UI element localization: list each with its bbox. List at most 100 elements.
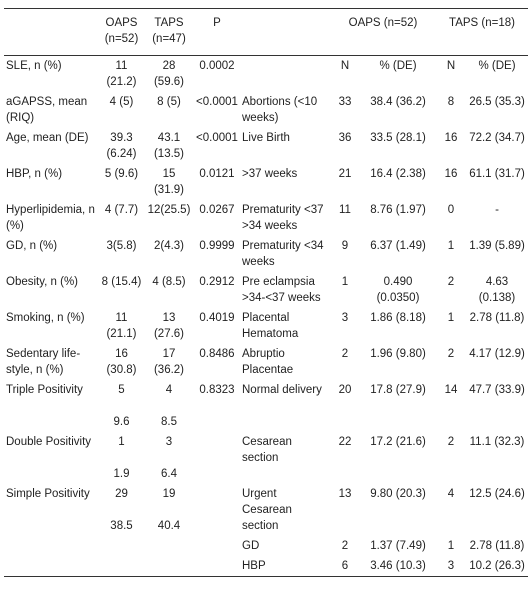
table-cell: 0.0267: [199, 204, 235, 216]
table-cell: 12(25.5): [147, 204, 191, 216]
table-cell: 0.8486: [199, 348, 235, 360]
table-cell: 2.78 (11.8): [469, 312, 525, 324]
table-cell: [194, 432, 240, 484]
table-cell: 0.9999: [199, 240, 235, 252]
cell-line: 1.9: [113, 468, 130, 480]
table-cell: Prematurity <34 weeks: [242, 240, 324, 268]
table-cell: 1.96 (9.80): [370, 348, 426, 360]
cell-line: 9.6: [113, 416, 130, 428]
table-cell: 61.1 (31.7): [469, 168, 525, 180]
table-cell: Live Birth: [242, 132, 290, 144]
table-row: Age, mean (DE) 39.3 (6.24) 43.1 (13.5) <0.0…: [4, 128, 528, 164]
table-cell: 0.4019: [199, 312, 235, 324]
cell-line: 29: [115, 488, 128, 500]
table-cell: 2: [447, 276, 455, 288]
table-cell: HBP: [242, 560, 266, 572]
table-cell: 29 38.5: [99, 484, 144, 536]
table-row: GD, n (%) 3(5.8) 2(4.3) 0.9999 Prematurity <…: [4, 236, 528, 272]
table-cell: 8.76 (1.97): [370, 204, 426, 216]
table-cell: Placental Hematoma: [242, 312, 299, 340]
table-cell: 6: [341, 560, 349, 572]
table-cell: [194, 484, 240, 536]
table-cell: 39.3 (6.24): [106, 132, 137, 160]
table-cell: [144, 536, 194, 556]
table-cell: Abortions (<10 weeks): [242, 96, 318, 124]
table-cell: 0: [447, 204, 455, 216]
table-cell: 4.63 (0.138): [478, 276, 516, 304]
table-cell: [99, 556, 144, 577]
table-cell: 15 (31.9): [153, 168, 185, 196]
table-cell: 9.80 (20.3): [370, 488, 426, 500]
table-row: Smoking, n (%) 11 (21.1) 13 (27.6) 0.4019 Pl…: [4, 308, 528, 344]
header-cell: P: [194, 8, 240, 56]
table-cell: 4 (5): [109, 96, 134, 108]
table-cell: 33.5 (28.1): [370, 132, 426, 144]
table-cell: 4 (7.7): [104, 204, 139, 216]
table-cell: 16 (30.8): [106, 348, 137, 376]
table-cell: 43.1 (13.5): [153, 132, 185, 160]
table-cell: [99, 536, 144, 556]
table-cell: aGAPSS, mean (RIQ): [6, 96, 88, 124]
table-cell: 17.2 (21.6): [370, 436, 426, 448]
table-cell: 19 40.4: [144, 484, 194, 536]
table-cell: % (DE): [478, 60, 516, 72]
table-cell: 1 1.9: [99, 432, 144, 484]
table-cell: 3.46 (10.3): [370, 560, 426, 572]
table-cell: 0.0002: [199, 60, 235, 72]
table-cell: 33: [338, 96, 352, 108]
cell-line: 8.5: [161, 416, 177, 428]
table-row: HBP, n (%) 5 (9.6) 15 (31.9) 0.0121 >37 week…: [4, 164, 528, 200]
table-cell: <0.0001: [196, 96, 238, 108]
table-cell: 47.7 (33.9): [469, 384, 525, 396]
table-cell: Obesity, n (%): [6, 276, 78, 288]
table-cell: GD: [242, 540, 260, 552]
table-row: Obesity, n (%) 8 (15.4) 4 (8.5) 0.2912 Pre e…: [4, 272, 528, 308]
table-cell: Abruptio Placentae: [242, 348, 294, 376]
table-cell: 21: [338, 168, 352, 180]
table-cell: Pre eclampsia >34-<37 weeks: [242, 276, 321, 304]
table-cell: 1: [447, 540, 455, 552]
table-cell: Simple Positivity: [6, 488, 90, 500]
table-cell: 26.5 (35.3): [469, 96, 525, 108]
cell-line: 38.5: [110, 520, 133, 532]
table-row: HBP 6 3.46 (10.3) 3 10.2 (26.3): [4, 556, 528, 577]
table-cell: 3: [447, 560, 455, 572]
header-cell: OAPS (n=52): [99, 8, 144, 56]
table-row: aGAPSS, mean (RIQ) 4 (5) 8 (5) <0.0001 Abort…: [4, 92, 528, 128]
table-cell: 2: [447, 436, 455, 448]
table-cell: [194, 536, 240, 556]
cell-line: 19: [162, 488, 176, 500]
table-row: Double Positivity 1 1.9 3 6.4 Cesarean sectio…: [4, 432, 528, 484]
table-cell: HBP, n (%): [6, 168, 63, 180]
table-cell: Hyperlipidemia, n (%): [6, 204, 95, 232]
table-cell: [144, 556, 194, 577]
page: OAPS (n=52) TAPS (n=47) P OAPS (n=52) TA…: [0, 8, 530, 590]
table-cell: Urgent Cesarean section: [242, 488, 292, 532]
table-row: Simple Positivity 29 38.5 19 40.4 Urgent Cesa…: [4, 484, 528, 536]
header-cell: TAPS (n=47): [144, 8, 194, 56]
cell-line: 4: [165, 384, 173, 396]
table-cell: 11 (21.2): [106, 60, 137, 88]
table-cell: 4 8.5: [144, 380, 194, 432]
table-cell: 2(4.3): [153, 240, 185, 252]
table-cell: [240, 56, 330, 93]
table-cell: 13 (27.6): [153, 312, 185, 340]
table-cell: 4: [447, 488, 455, 500]
header-row: OAPS (n=52) TAPS (n=47) P OAPS (n=52) TA…: [4, 8, 529, 56]
cell-line: 5: [118, 384, 125, 396]
table-cell: 12.5 (24.6): [469, 488, 525, 500]
table-cell: Triple Positivity: [6, 384, 83, 396]
table-cell: 16.4 (2.38): [370, 168, 426, 180]
table-cell: 2: [341, 348, 349, 360]
table-cell: 17 (36.2): [153, 348, 185, 376]
table-cell: 2: [447, 348, 455, 360]
cell-line: 3: [165, 436, 173, 448]
table-cell: 5 9.6: [99, 380, 144, 432]
table-cell: 0.8323: [199, 384, 235, 396]
table-cell: Smoking, n (%): [6, 312, 85, 324]
table-cell: 1.37 (7.49): [370, 540, 426, 552]
table-cell: 16: [444, 132, 458, 144]
table-cell: 72.2 (34.7): [469, 132, 525, 144]
table-cell: 3(5.8): [106, 240, 137, 252]
table-cell: 22: [338, 436, 352, 448]
